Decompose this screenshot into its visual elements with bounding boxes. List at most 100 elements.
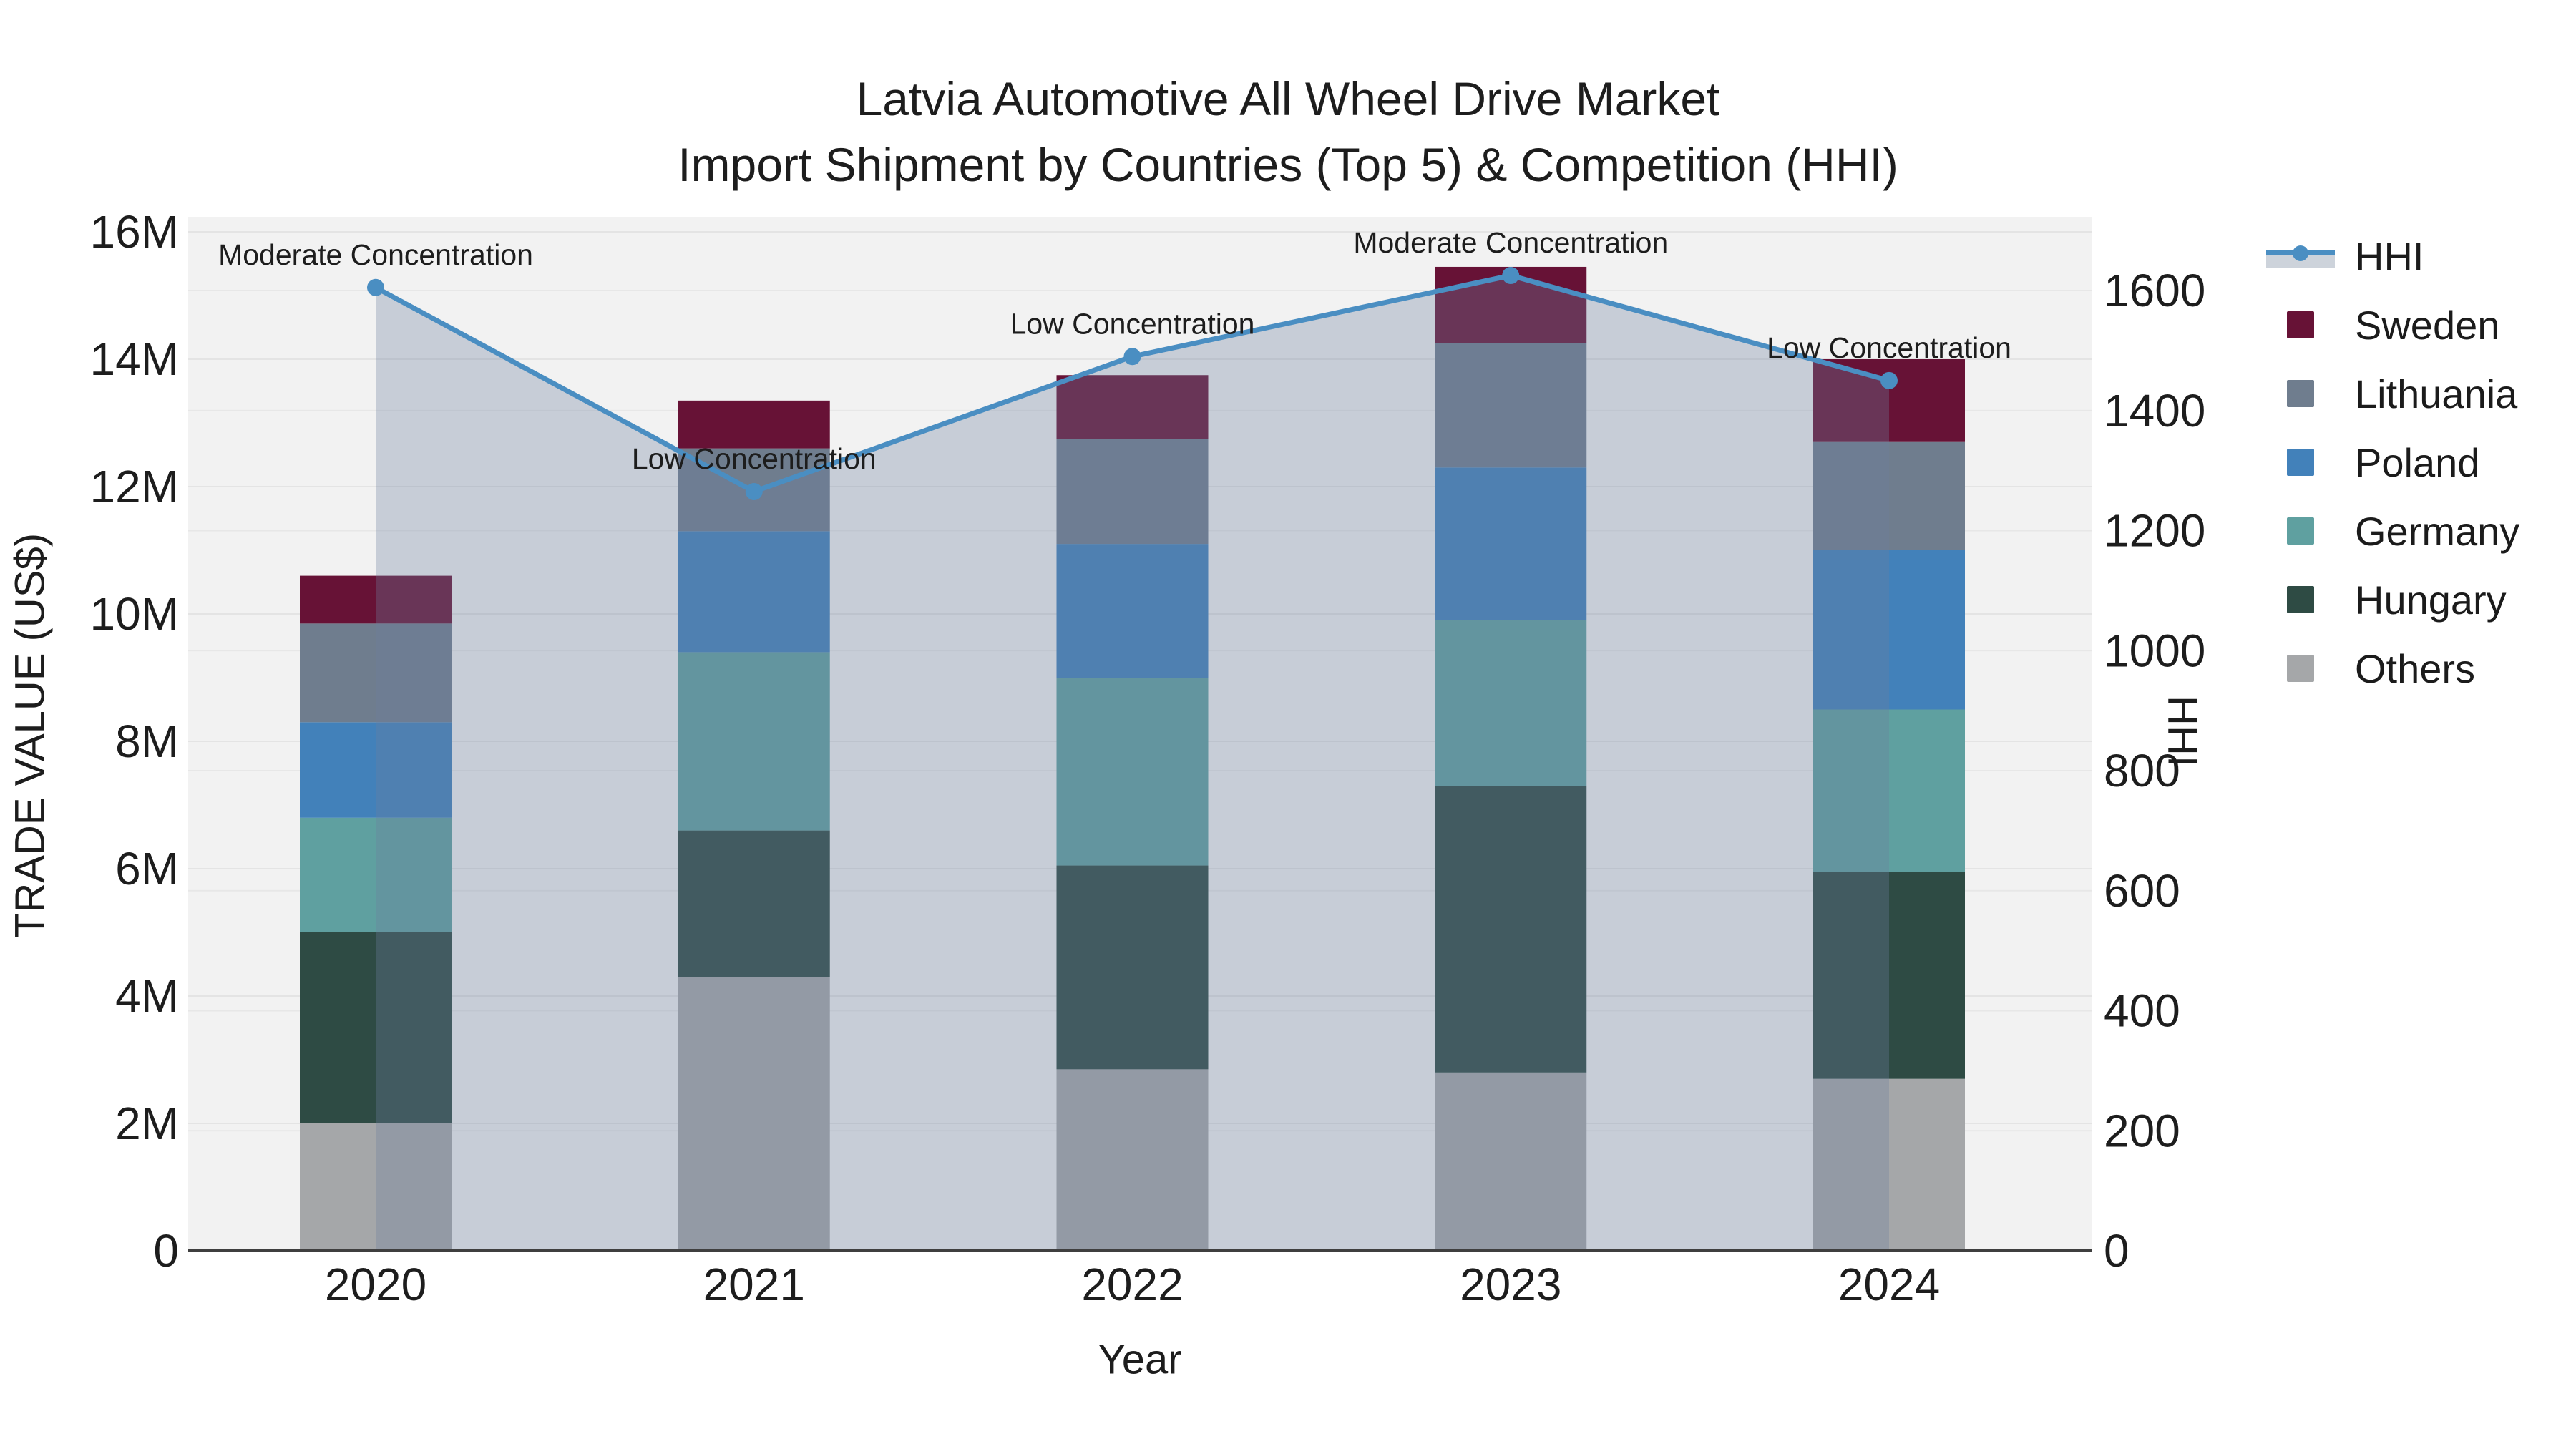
- bar-segment-poland-2020: [300, 722, 452, 818]
- y-right-tick-1200: 1200: [2104, 505, 2205, 557]
- hhi-line-swatch-icon: [2265, 240, 2335, 272]
- bar-segment-lithuania-2022: [1056, 439, 1209, 545]
- x-tick-2023: 2023: [1460, 1259, 1561, 1310]
- legend-color-swatch-poland: [2286, 449, 2314, 476]
- bar-segment-germany-2024: [1813, 709, 1965, 872]
- legend-color-swatch-lithuania: [2286, 380, 2314, 407]
- y-right-tick-1000: 1000: [2104, 625, 2205, 676]
- legend-color-swatch-hungary: [2286, 586, 2314, 613]
- legend-swatch-slot: [2255, 311, 2345, 338]
- bar-segment-hungary-2022: [1056, 865, 1209, 1070]
- legend-item-hungary[interactable]: Hungary: [2255, 565, 2519, 634]
- y-left-tick-6M: 6M: [115, 843, 179, 894]
- bar-segment-others-2020: [300, 1123, 452, 1251]
- hhi-marker-2022: [1123, 348, 1141, 366]
- legend-label-others: Others: [2355, 645, 2476, 691]
- legend-label-lithuania: Lithuania: [2355, 371, 2518, 416]
- y-left-tick-0: 0: [153, 1225, 179, 1277]
- annotation-2021: Low Concentration: [632, 442, 877, 475]
- x-axis-title: Year: [1098, 1336, 1182, 1383]
- bar-segment-hungary-2021: [678, 830, 830, 977]
- bar-segment-poland-2023: [1435, 467, 1587, 620]
- y-right-tick-400: 400: [2104, 985, 2180, 1037]
- annotation-2020: Moderate Concentration: [218, 238, 533, 271]
- x-tick-2024: 2024: [1838, 1259, 1940, 1310]
- legend-item-germany[interactable]: Germany: [2255, 497, 2519, 565]
- legend-item-poland[interactable]: Poland: [2255, 428, 2519, 497]
- bar-segment-lithuania-2024: [1813, 441, 1965, 550]
- legend-swatch-slot: [2255, 517, 2345, 545]
- x-tick-2022: 2022: [1081, 1259, 1183, 1310]
- y-right-tick-600: 600: [2104, 865, 2180, 917]
- legend-swatch-slot: [2255, 655, 2345, 682]
- bar-segment-sweden-2022: [1056, 375, 1209, 439]
- annotation-2022: Low Concentration: [1010, 307, 1255, 340]
- bar-segment-germany-2023: [1435, 620, 1587, 786]
- bar-segment-germany-2021: [678, 652, 830, 831]
- y-left-tick-14M: 14M: [90, 333, 180, 385]
- bar-segment-others-2021: [678, 977, 830, 1251]
- bar-segment-germany-2022: [1056, 678, 1209, 866]
- y-axis-title-right: HHI: [2159, 696, 2206, 767]
- legend-color-swatch-sweden: [2286, 311, 2314, 338]
- bar-segment-others-2023: [1435, 1072, 1587, 1251]
- legend-item-others[interactable]: Others: [2255, 634, 2519, 703]
- chart-title-line2: Import Shipment by Countries (Top 5) & C…: [678, 138, 1898, 191]
- chart-title-line1: Latvia Automotive All Wheel Drive Market: [856, 72, 1720, 125]
- y-left-tick-16M: 16M: [90, 206, 180, 258]
- hhi-area-fill: [376, 275, 1889, 1251]
- legend-label-hhi: HHI: [2355, 233, 2424, 279]
- legend-item-hhi[interactable]: HHI: [2255, 222, 2519, 291]
- y-right-tick-200: 200: [2104, 1105, 2180, 1156]
- hhi-fill-band-icon: [2265, 255, 2335, 268]
- bar-segment-lithuania-2020: [300, 623, 452, 723]
- y-right-tick-800: 800: [2104, 745, 2180, 796]
- legend-color-swatch-others: [2286, 655, 2314, 682]
- bar-segment-hungary-2024: [1813, 872, 1965, 1079]
- bar-segment-poland-2022: [1056, 544, 1209, 678]
- bar-segment-hungary-2023: [1435, 786, 1587, 1073]
- bar-segment-lithuania-2023: [1435, 343, 1587, 468]
- legend-swatch-slot: [2255, 449, 2345, 476]
- legend-label-hungary: Hungary: [2355, 577, 2507, 623]
- y-axis-title-left: TRADE VALUE (US$): [6, 532, 54, 939]
- hhi-marker-2023: [1502, 267, 1520, 285]
- y-right-tick-1600: 1600: [2104, 265, 2205, 316]
- y-left-tick-12M: 12M: [90, 461, 180, 512]
- y-right-tick-1400: 1400: [2104, 385, 2205, 436]
- hhi-marker-2021: [745, 482, 763, 500]
- hhi-marker-dot-icon: [2292, 245, 2308, 261]
- y-left-tick-2M: 2M: [115, 1098, 179, 1149]
- legend: HHI Sweden Lithuania Poland Germany Hungary Ot…: [2255, 222, 2519, 703]
- legend-item-sweden[interactable]: Sweden: [2255, 291, 2519, 359]
- y-right-tick-0: 0: [2104, 1225, 2129, 1277]
- hhi-marker-2020: [367, 278, 384, 296]
- x-tick-2021: 2021: [703, 1259, 805, 1310]
- chart-title: Latvia Automotive All Wheel Drive Market…: [0, 66, 2576, 197]
- x-tick-2020: 2020: [325, 1259, 426, 1310]
- bar-segment-sweden-2020: [300, 575, 452, 624]
- y-left-tick-8M: 8M: [115, 716, 179, 767]
- bar-segment-poland-2024: [1813, 550, 1965, 710]
- annotation-2023: Moderate Concentration: [1353, 226, 1668, 259]
- legend-swatch-slot: [2255, 380, 2345, 407]
- hhi-marker-2024: [1880, 371, 1898, 389]
- legend-color-swatch-germany: [2286, 517, 2314, 545]
- legend-label-poland: Poland: [2355, 439, 2480, 485]
- legend-label-sweden: Sweden: [2355, 302, 2500, 348]
- legend-swatch-slot: [2255, 240, 2345, 272]
- legend-label-germany: Germany: [2355, 508, 2520, 554]
- bar-segment-others-2022: [1056, 1069, 1209, 1251]
- legend-swatch-slot: [2255, 586, 2345, 613]
- legend-item-lithuania[interactable]: Lithuania: [2255, 359, 2519, 428]
- y-left-tick-10M: 10M: [90, 588, 180, 640]
- annotation-2024: Low Concentration: [1767, 331, 2011, 364]
- bar-segment-poland-2021: [678, 531, 830, 653]
- bar-segment-hungary-2020: [300, 932, 452, 1123]
- y-left-tick-4M: 4M: [115, 970, 179, 1022]
- bar-segment-sweden-2021: [678, 400, 830, 449]
- bar-segment-others-2024: [1813, 1078, 1965, 1251]
- bar-segment-germany-2020: [300, 817, 452, 932]
